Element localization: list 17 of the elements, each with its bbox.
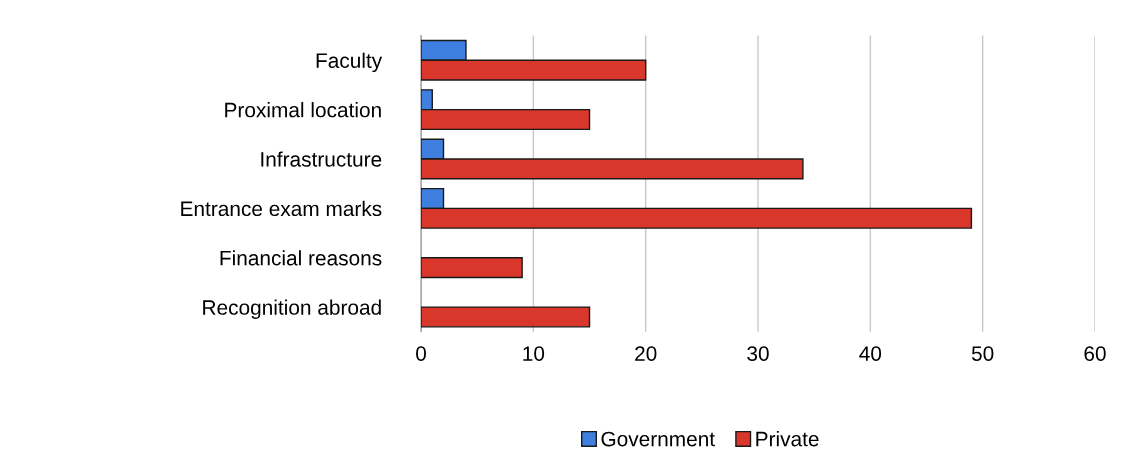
x-tick-label: 40 <box>859 346 882 361</box>
bar <box>421 306 591 328</box>
bar <box>421 257 523 279</box>
x-tick-label: 10 <box>523 346 545 361</box>
y-tick-label: Financial reasons <box>220 250 382 266</box>
legend-label: Private <box>756 431 819 447</box>
x-tick-label: 50 <box>971 346 994 361</box>
y-tick-label: Faculty <box>316 52 383 73</box>
y-tick-label: Infrastructure <box>261 151 382 167</box>
x-tick-label: 30 <box>747 346 769 361</box>
x-tick-label: 60 <box>1084 346 1106 361</box>
x-tick-label: 20 <box>635 346 657 361</box>
y-tick-label: Entrance exam marks <box>181 200 382 217</box>
y-tick-label: Proximal location <box>225 102 381 118</box>
y-tick-label: Recognition abroad <box>203 299 381 319</box>
x-tick-label: 0 <box>416 346 427 361</box>
legend-label: Government <box>601 431 715 447</box>
